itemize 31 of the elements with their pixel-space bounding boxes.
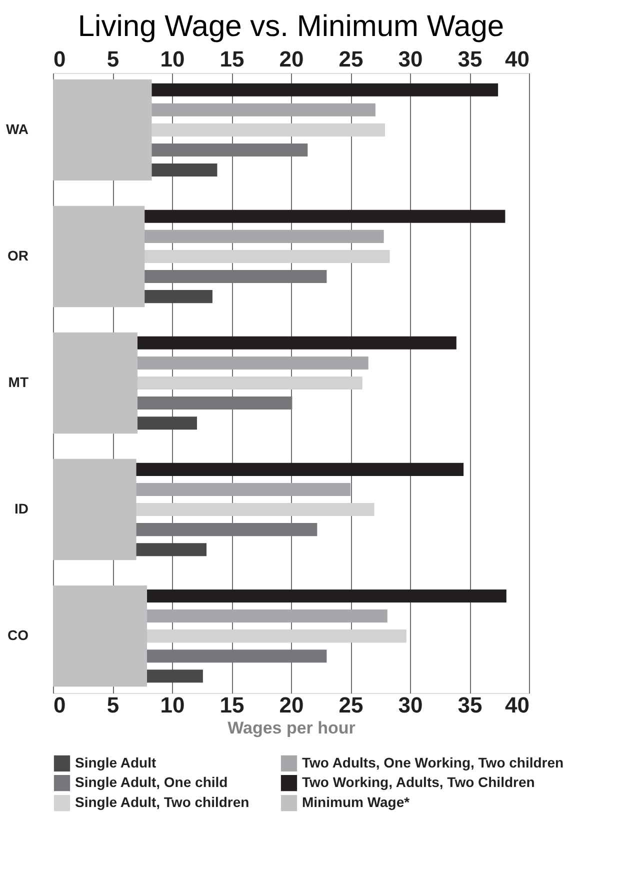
x-tick-label: 0 <box>54 692 66 718</box>
legend-label: Two Adults, One Working, Two children <box>302 754 564 770</box>
x2-tick-label: 0 <box>54 46 66 72</box>
x-tick-label: 25 <box>338 692 364 718</box>
x-tick-label: 15 <box>220 692 244 718</box>
x2-tick-label: 15 <box>220 46 244 72</box>
legend-label: Two Working, Adults, Two Children <box>302 774 535 790</box>
x2-tick-label: 25 <box>338 46 364 72</box>
chart-title: Living Wage vs. Minimum Wage <box>78 10 504 43</box>
x2-tick-label: 10 <box>160 46 185 72</box>
y-tick-label: MT <box>8 374 29 390</box>
x-tick-label: 35 <box>458 692 482 718</box>
legend-label: Single Adult <box>75 754 156 770</box>
legend-label: Single Adult, Two children <box>75 794 250 810</box>
x2-tick-label: 5 <box>106 46 120 72</box>
x-tick-label: 10 <box>160 692 185 718</box>
x2-tick-label: 30 <box>398 46 423 72</box>
x-tick-label: 20 <box>279 692 304 718</box>
x2-tick-label: 20 <box>279 46 304 72</box>
x-tick-label: 30 <box>398 692 423 718</box>
x-tick-label: 5 <box>106 692 120 718</box>
legend-label: Single Adult, One child <box>75 774 228 790</box>
y-tick-label: WA <box>6 120 28 137</box>
legend-label: Minimum Wage* <box>302 794 410 810</box>
y-tick-label: ID <box>14 500 28 517</box>
x2-tick-label: 40 <box>505 46 530 72</box>
x2-tick-label: 35 <box>458 46 482 72</box>
y-tick-label: CO <box>8 627 29 644</box>
x-axis-title: Wages per hour <box>228 718 356 738</box>
x-tick-label: 40 <box>505 692 530 718</box>
y-tick-label: OR <box>8 247 28 264</box>
